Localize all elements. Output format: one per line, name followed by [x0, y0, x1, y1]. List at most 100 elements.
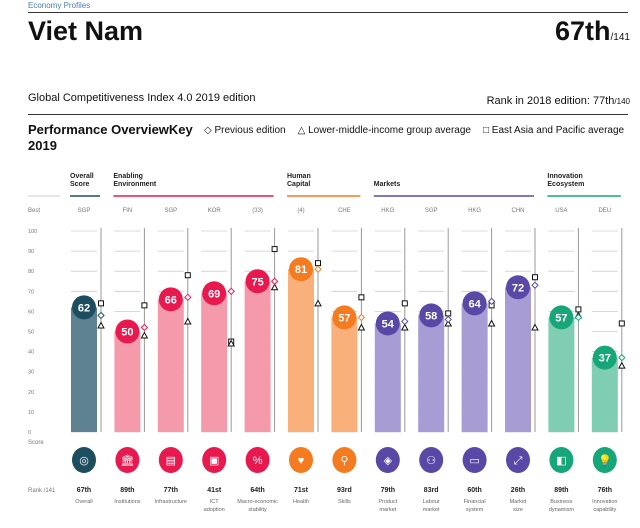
pillar-name: adoption	[204, 507, 225, 513]
y-tick-label: 80	[28, 269, 34, 275]
score-circle	[375, 311, 400, 336]
pillar-name: Product	[378, 499, 397, 505]
score-bar	[548, 317, 575, 432]
pillar-rank: 71st	[294, 487, 309, 494]
best-economy: CHE	[338, 208, 351, 214]
best-economy: SGP	[164, 208, 177, 214]
eap-average-marker	[532, 274, 538, 281]
score-value: 50	[121, 327, 133, 339]
score-value: 75	[251, 276, 263, 288]
eap-average-marker	[618, 320, 625, 327]
pillar-icon-circle	[375, 447, 400, 473]
score-circle	[72, 295, 96, 320]
pillar-icon-circle	[332, 447, 357, 473]
best-economy: SGP	[425, 208, 438, 214]
best-economy: (4)	[297, 208, 304, 214]
best-economy: SGP	[78, 208, 91, 214]
lmi-average-marker	[314, 299, 322, 307]
lmi-average-marker	[97, 321, 105, 329]
pillar-icon: ⤢	[514, 455, 523, 467]
score-value: 69	[208, 288, 220, 300]
pillar-icon: ▤	[166, 455, 176, 467]
score-value: 72	[512, 282, 524, 294]
pillar-rank: 26th	[511, 487, 525, 494]
pillar-rank: 77th	[164, 487, 178, 494]
previous-edition-marker	[184, 293, 192, 302]
pillar-name: system	[466, 507, 484, 513]
pillar-icon: 💡	[598, 454, 612, 467]
country-title: Viet Nam	[28, 16, 144, 46]
pillar-icon: ⚲	[340, 455, 348, 467]
score-value: 64	[468, 298, 481, 310]
previous-edition-marker	[97, 311, 105, 320]
pillar-icon-circle	[549, 447, 574, 473]
pillar-rank: 60th	[467, 487, 481, 494]
score-bar	[461, 303, 488, 432]
pillar-icon-circle	[462, 447, 487, 473]
pillar-name: dynamism	[549, 507, 574, 513]
legend-label: East Asia and Pacific average	[491, 125, 625, 136]
score-value: 57	[555, 312, 567, 324]
previous-rank: Rank in 2018 edition: 77th/140	[487, 95, 630, 107]
legend-eap: □ East Asia and Pacific average	[482, 125, 625, 136]
best-label: Best	[28, 208, 40, 214]
score-circle	[245, 269, 270, 294]
rank-value: 67th	[555, 16, 611, 46]
pillar-icon-circle	[202, 447, 227, 473]
best-economy: (33)	[252, 208, 263, 214]
score-bar	[505, 287, 531, 432]
previous-edition-marker	[270, 277, 279, 285]
pillar-name: Health	[293, 499, 309, 505]
previous-edition-marker	[227, 287, 235, 296]
eap-average-marker	[445, 310, 452, 317]
pillar-name: Skills	[338, 499, 351, 505]
overview-year: 2019	[28, 138, 57, 153]
score-bar	[418, 315, 445, 432]
previous-edition-marker	[140, 323, 149, 332]
eap-average-marker	[401, 300, 408, 307]
prev-rank-label: Rank in 2018 edition: 77th	[486, 95, 615, 107]
best-economy: CHN	[512, 208, 525, 214]
y-tick-label: 50	[28, 330, 34, 336]
eap-average-marker	[184, 272, 191, 279]
eap-average-marker	[98, 300, 104, 307]
best-economy: HKG	[381, 208, 394, 214]
pillar-name: market	[423, 507, 440, 513]
group-label: Human Capital	[287, 173, 311, 188]
pillar-rank: 64th	[250, 487, 264, 494]
pillar-rank: 83rd	[424, 487, 439, 494]
prev-rank-total: /140	[614, 97, 630, 106]
rank-label: Rank /141	[28, 488, 56, 494]
previous-edition-marker	[487, 297, 496, 306]
score-bar	[591, 357, 618, 432]
score-bar	[114, 331, 141, 432]
pillar-icon-circle	[245, 447, 270, 473]
score-circle	[419, 303, 444, 328]
pillar-name: Overall	[75, 499, 92, 505]
pillar-rank: 89th	[120, 487, 134, 494]
pillar-name: size	[513, 507, 523, 513]
pillar-name: Innovation	[592, 499, 617, 505]
rank-total: /141	[610, 32, 630, 43]
pillar-name: market	[379, 507, 396, 513]
key-label: Key	[168, 122, 193, 137]
pillar-name: capability	[593, 507, 616, 513]
y-tick-label: 40	[28, 350, 34, 356]
best-economy: FIN	[123, 208, 133, 214]
lmi-average-marker	[617, 361, 626, 369]
group-label: Overall Score	[70, 173, 94, 188]
score-circle	[592, 345, 617, 370]
score-label: Score	[28, 440, 44, 446]
score-value: 66	[165, 294, 177, 306]
pillar-icon: ◧	[556, 455, 566, 467]
pillar-name: Business	[550, 499, 573, 505]
score-value: 81	[295, 264, 307, 276]
score-circle	[332, 305, 357, 330]
best-economy: HKG	[468, 208, 481, 214]
best-economy: KOR	[208, 208, 222, 214]
pillar-rank: 93rd	[337, 487, 352, 494]
pillar-rank: 76th	[598, 487, 612, 494]
score-value: 62	[78, 302, 90, 314]
score-circle	[462, 291, 487, 316]
previous-edition-marker	[357, 313, 366, 322]
